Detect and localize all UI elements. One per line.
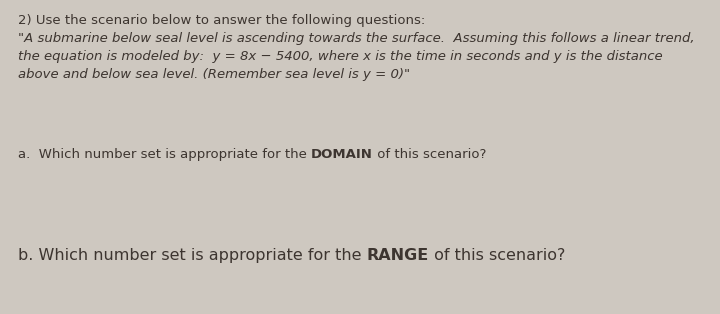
Text: b. Which number set is appropriate for the: b. Which number set is appropriate for t… — [18, 248, 366, 263]
Text: of this scenario?: of this scenario? — [429, 248, 565, 263]
Text: "A submarine below seal level is ascending towards the surface.  Assuming this f: "A submarine below seal level is ascendi… — [18, 32, 695, 45]
Text: RANGE: RANGE — [366, 248, 429, 263]
Text: a.  Which number set is appropriate for the: a. Which number set is appropriate for t… — [18, 148, 311, 161]
Text: above and below sea level. (Remember sea level is y = 0)": above and below sea level. (Remember sea… — [18, 68, 410, 81]
Text: DOMAIN: DOMAIN — [311, 148, 373, 161]
Text: 2) Use the scenario below to answer the following questions:: 2) Use the scenario below to answer the … — [18, 14, 426, 27]
Text: the equation is modeled by:  y = 8x − 5400, where x is the time in seconds and y: the equation is modeled by: y = 8x − 540… — [18, 50, 662, 63]
Text: of this scenario?: of this scenario? — [373, 148, 487, 161]
